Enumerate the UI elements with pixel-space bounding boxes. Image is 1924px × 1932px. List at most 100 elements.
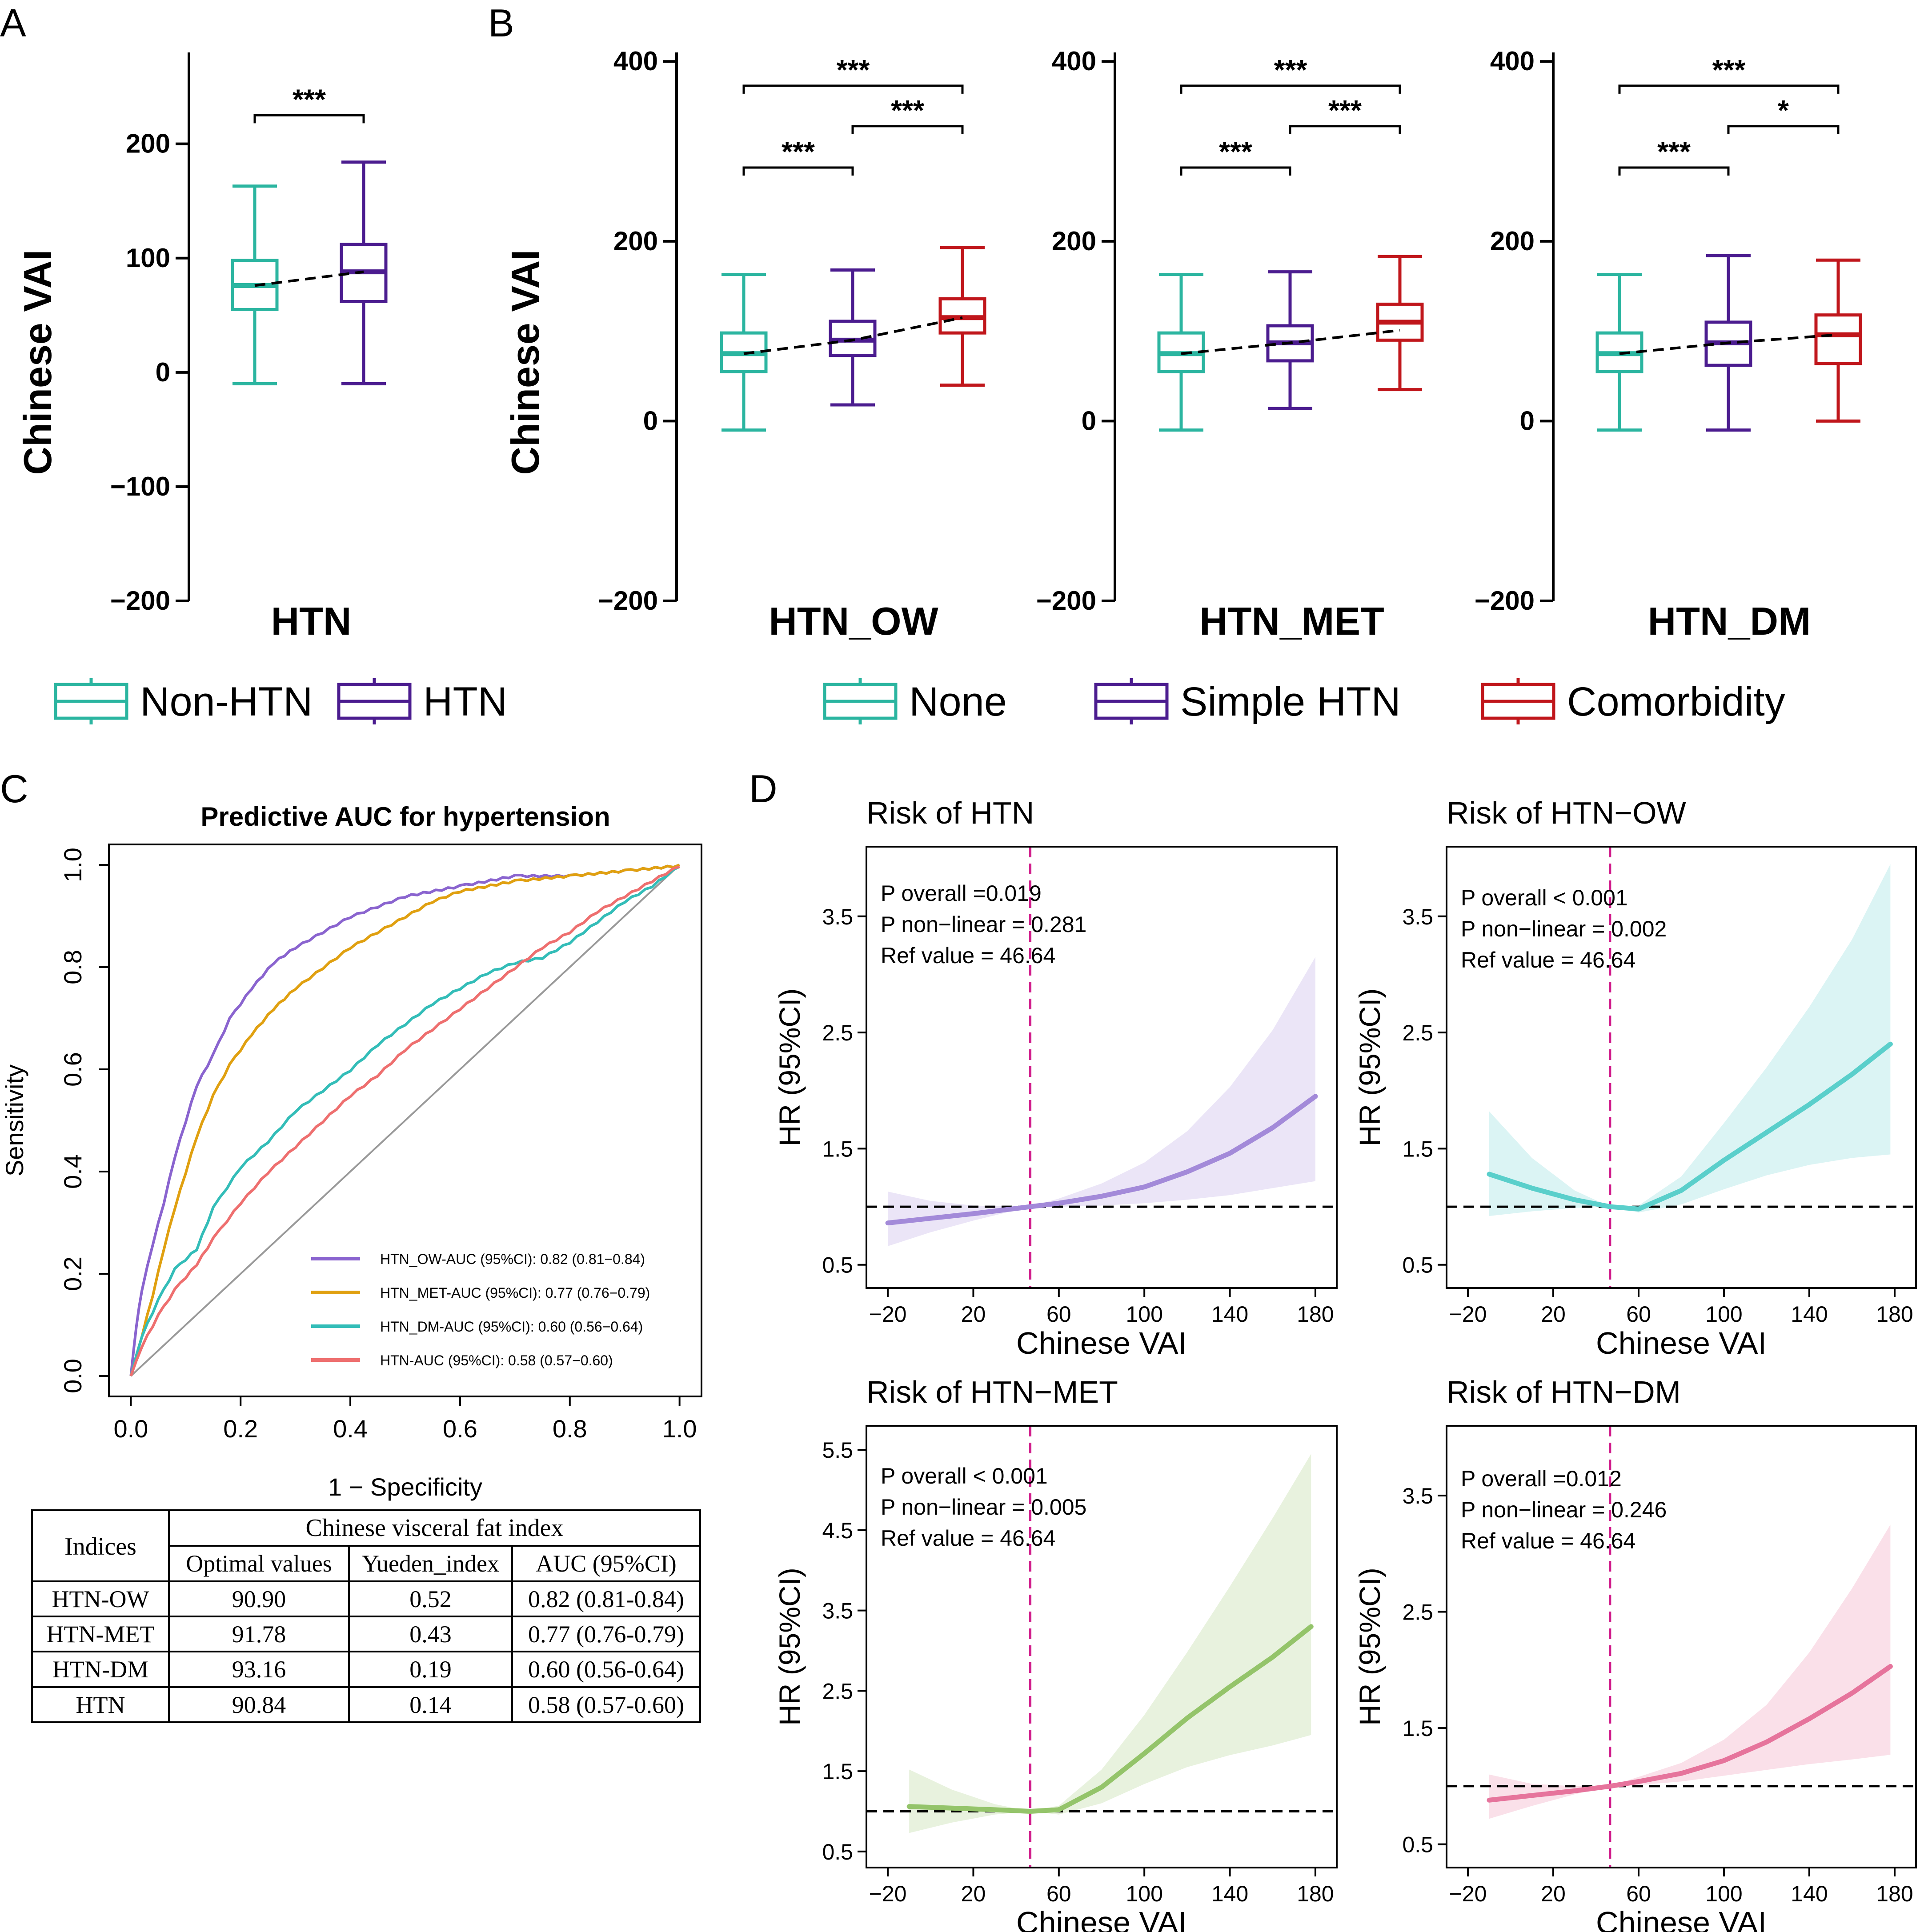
x-tick-label: −20: [1449, 1302, 1487, 1327]
box-comorbidity: [1814, 258, 1862, 423]
significance-label: ***: [891, 94, 924, 126]
y-tick-label: 0.5: [1402, 1832, 1433, 1857]
legend-item-simple-htn: Simple HTN: [1094, 678, 1401, 724]
legend-item-non-htn: Non-HTN: [54, 678, 313, 724]
y-axis-title: HR (95%CI): [773, 988, 806, 1147]
stat-annotation: Ref value = 46.64: [1461, 1528, 1635, 1553]
significance-label: ***: [837, 54, 870, 86]
y-tick-label: −200: [110, 586, 170, 616]
y-tick-label: 3.5: [1402, 904, 1433, 929]
table-cell: 93.16: [232, 1656, 286, 1683]
x-tick-label: 0.8: [553, 1415, 587, 1443]
chart-title: Risk of HTN: [866, 796, 1034, 830]
legend-label: HTN_DM-AUC (95%CI): 0.60 (0.56−0.64): [380, 1319, 643, 1335]
panel-d: Risk of HTN −20 20 60 100 140 180 0.5 1.5 2.5 3.5 C…: [773, 796, 1917, 1932]
trend-line: [1181, 329, 1400, 355]
significance-bracket: [851, 125, 964, 134]
y-tick-label: 1.0: [59, 848, 87, 882]
table: Indices Chinese visceral fat index Optimal…: [31, 1509, 701, 1723]
significance-bracket: [1618, 166, 1730, 176]
y-tick-label: 2.5: [1402, 1020, 1433, 1045]
y-tick-label: 0.6: [59, 1052, 87, 1087]
y-tick-label: 1.5: [822, 1759, 853, 1784]
table-column-header: Optimal values: [186, 1550, 332, 1577]
x-tick-label: 180: [1297, 1302, 1334, 1327]
table-cell: HTN-OW: [52, 1586, 149, 1612]
table-cell: 0.77 (0.76-0.79): [528, 1621, 684, 1648]
significance-label: ***: [1274, 54, 1307, 86]
x-axis-title: Chinese VAI: [1596, 1905, 1767, 1932]
confidence-band: [1489, 1524, 1891, 1819]
y-axis-title: Chinese VAI: [503, 250, 547, 475]
stat-annotation: P non−linear = 0.246: [1461, 1497, 1667, 1522]
hr-curve: [906, 1624, 1314, 1814]
significance-bracket: [1727, 125, 1840, 134]
panel-label-b: B: [488, 1, 514, 45]
chart-title: Predictive AUC for hypertension: [200, 802, 610, 832]
x-tick-label: 180: [1876, 1881, 1913, 1906]
x-axis-title: HTN_DM: [1648, 599, 1811, 643]
plot-frame: [1446, 1425, 1917, 1868]
roc-series-line: [129, 864, 680, 1376]
table-cell: 0.60 (0.56-0.64): [528, 1656, 684, 1683]
box-htn: [340, 160, 388, 386]
y-axis-title: HR (95%CI): [1353, 1568, 1386, 1726]
y-tick-label: 1.5: [822, 1136, 853, 1161]
significance-label: ***: [293, 83, 326, 115]
table-group-header: Chinese visceral fat index: [305, 1514, 563, 1542]
x-tick-label: 0.4: [333, 1415, 368, 1443]
panel-label-d: D: [749, 767, 778, 811]
trend-line: [254, 270, 364, 287]
y-tick-label: 0.4: [59, 1154, 87, 1189]
x-tick-label: 140: [1211, 1881, 1248, 1906]
box-panel-a: −200 −100 0 100 200 Chinese VAI HTN ***: [16, 52, 388, 643]
y-tick-label: 200: [126, 129, 170, 159]
stat-annotation: Ref value = 46.64: [1461, 948, 1635, 972]
significance-bracket: [1180, 84, 1401, 94]
x-tick-label: −20: [869, 1302, 907, 1327]
y-tick-label: 1.5: [1402, 1136, 1433, 1161]
hr-curve: [1487, 1041, 1893, 1212]
y-tick-label: 0.2: [59, 1256, 87, 1291]
panel-c: Predictive AUC for hypertension 0.0 0.2 0.4…: [0, 802, 702, 1501]
panel-label-a: A: [0, 1, 26, 45]
y-tick-label: 2.5: [1402, 1600, 1433, 1625]
table-cell: 0.52: [409, 1586, 452, 1612]
panel-label-c: C: [0, 767, 28, 811]
legend-label: HTN: [423, 679, 507, 724]
x-tick-label: 0.2: [223, 1415, 258, 1443]
box-legend: Non-HTN HTN None Simple HTN Comorbidity: [54, 678, 1785, 724]
stat-annotation: P overall < 0.001: [881, 1464, 1048, 1488]
x-axis-title: HTN_OW: [769, 599, 938, 643]
auc-table: Indices Chinese visceral fat index Optimal…: [31, 1509, 701, 1723]
legend-label: HTN_OW-AUC (95%CI): 0.82 (0.81−0.84): [380, 1251, 645, 1267]
x-tick-label: 180: [1297, 1881, 1334, 1906]
x-tick-label: −20: [869, 1881, 907, 1906]
x-tick-label: 100: [1126, 1302, 1162, 1327]
y-axis-title: Sensitivity: [0, 1064, 28, 1176]
y-tick-label: −200: [1036, 586, 1096, 616]
significance-label: ***: [1657, 136, 1691, 168]
y-axis-title: Chinese VAI: [16, 250, 60, 475]
plot-frame: [866, 1425, 1338, 1868]
stat-annotation: P non−linear = 0.005: [881, 1495, 1086, 1520]
legend-label: Non-HTN: [140, 679, 313, 724]
legend-label: None: [909, 679, 1007, 724]
y-tick-label: 4.5: [822, 1518, 853, 1543]
confidence-band: [888, 957, 1315, 1246]
significance-label: ***: [782, 136, 815, 168]
box-none: [720, 273, 768, 432]
stat-annotation: P overall < 0.001: [1461, 885, 1628, 910]
x-axis-title: Chinese VAI: [1596, 1326, 1767, 1360]
table-column-header: Yueden_index: [362, 1550, 499, 1577]
y-tick-label: −200: [598, 586, 658, 616]
roc-series-line: [129, 865, 680, 1377]
x-tick-label: 20: [961, 1881, 986, 1906]
significance-label: *: [1778, 94, 1789, 126]
hr-curve: [1487, 1664, 1893, 1803]
significance-bracket: [1618, 84, 1840, 94]
y-tick-label: 5.5: [822, 1438, 853, 1463]
table-cell: 0.43: [409, 1621, 452, 1648]
